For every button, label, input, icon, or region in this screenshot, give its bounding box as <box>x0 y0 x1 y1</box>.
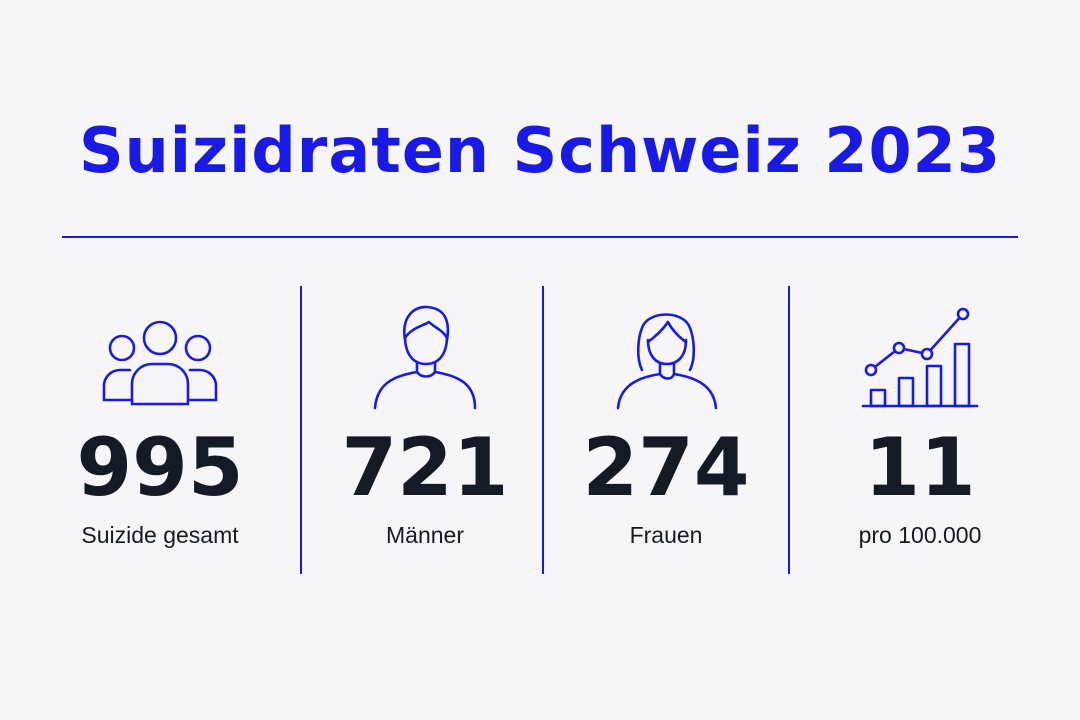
column-divider <box>788 286 790 574</box>
page-title: Suizidraten Schweiz 2023 <box>79 114 1001 187</box>
stat-men: 721 Männer <box>305 290 545 580</box>
woman-icon <box>546 290 786 410</box>
stat-label: Frauen <box>629 522 703 548</box>
title-underline <box>62 236 1018 238</box>
stat-women: 274 Frauen <box>546 290 786 580</box>
stat-value: 11 <box>864 421 976 514</box>
stat-label: pro 100.000 <box>858 522 982 548</box>
man-icon <box>305 290 545 410</box>
stat-value: 995 <box>76 421 244 514</box>
rising-chart-icon <box>800 290 1040 410</box>
stat-value: 721 <box>341 421 509 514</box>
stat-rate: 11 pro 100.000 <box>800 290 1040 580</box>
column-divider <box>300 286 302 574</box>
stat-label: Männer <box>386 522 464 548</box>
stat-label: Suizide gesamt <box>81 522 239 548</box>
column-divider <box>542 286 544 574</box>
stat-value: 274 <box>582 421 750 514</box>
stat-total: 995 Suizide gesamt <box>40 290 280 580</box>
group-icon <box>40 290 280 410</box>
